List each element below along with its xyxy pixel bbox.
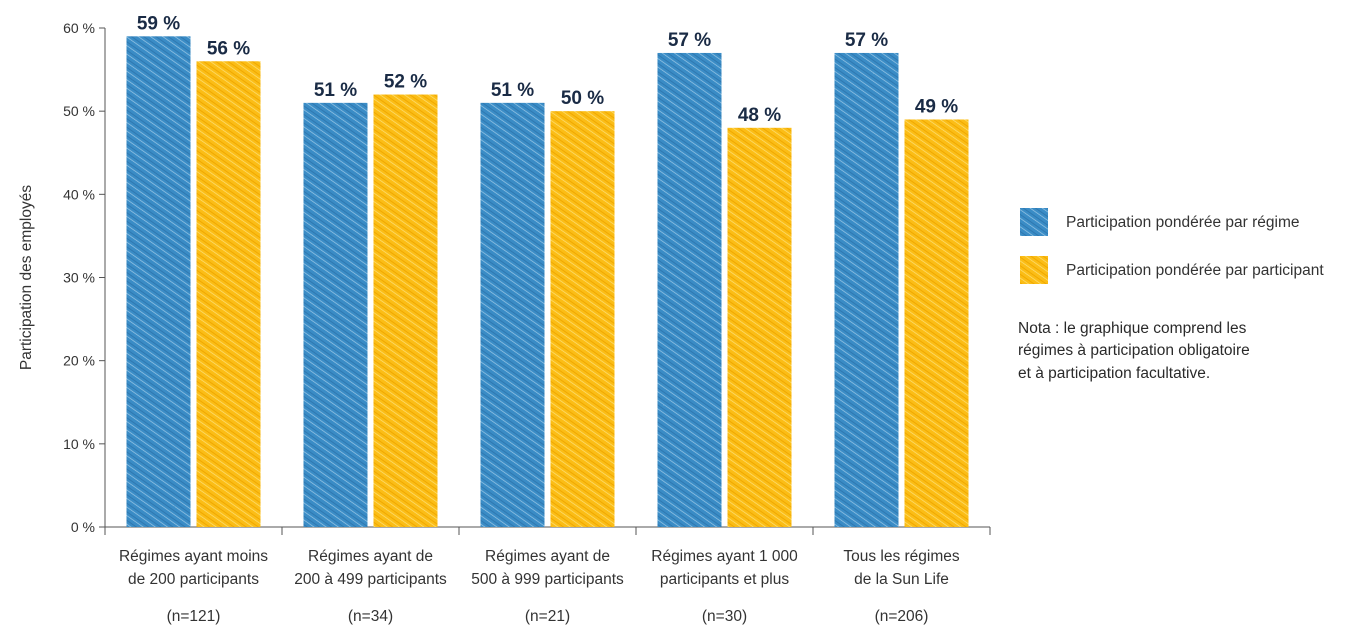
x-category-sample-size: (n=34) [348,608,393,625]
y-tick-label: 0 % [71,519,95,535]
x-category-sample-size: (n=21) [525,608,570,625]
y-tick-label: 40 % [63,186,95,202]
x-category-label: Régimes ayant de [308,548,433,565]
x-category-label: Tous les régimes [843,548,960,565]
bar-value-label: 48 % [738,105,781,126]
x-category-sample-size: (n=206) [875,608,929,625]
y-tick-label: 30 % [63,270,95,286]
bar [373,94,438,528]
x-category-label: Régimes ayant de [485,548,610,565]
bar-value-label: 52 % [384,72,427,93]
bar [727,127,792,528]
bar [904,119,969,527]
y-tick-label: 10 % [63,436,95,452]
bar-value-label: 50 % [561,88,604,109]
x-category-label: 500 à 999 participants [471,571,624,588]
bar [550,111,615,528]
x-category-label: de la Sun Life [854,571,949,588]
x-category-label: de 200 participants [128,571,259,588]
x-category-sample-size: (n=121) [167,608,221,625]
x-category-label: 200 à 499 participants [294,571,447,588]
chart-note: Nota : le graphique comprend les régimes… [1018,318,1348,385]
note-line: Nota : le graphique comprend les [1018,320,1247,337]
y-tick-label: 50 % [63,103,95,119]
bar-value-label: 59 % [137,13,180,34]
note-line: et à participation facultative. [1018,364,1211,382]
bar-value-label: 51 % [491,80,534,101]
x-category-label: participants et plus [660,571,789,588]
bar-value-label: 49 % [915,96,958,117]
legend-swatch [1020,256,1048,284]
bar-value-label: 51 % [314,80,357,101]
x-category-label: Régimes ayant 1 000 [651,548,798,565]
bar [303,102,368,527]
legend-label: Participation pondérée par régime [1066,214,1300,231]
x-category-label: Régimes ayant moins [119,548,268,565]
bar [657,52,722,527]
y-tick-label: 60 % [63,20,95,36]
note-line: régimes à participation obligatoire [1018,342,1250,360]
y-tick-label: 20 % [63,353,95,369]
legend-swatch [1020,208,1048,236]
bar [834,52,899,527]
bar-value-label: 57 % [845,30,888,51]
bar-value-label: 56 % [207,38,250,59]
x-category-sample-size: (n=30) [702,608,747,625]
bar [196,61,261,528]
legend-label: Participation pondérée par participant [1066,262,1324,279]
bar-value-label: 57 % [668,30,711,51]
y-axis-title: Participation des employés [18,185,35,370]
bar [480,102,545,527]
bar [126,36,191,528]
